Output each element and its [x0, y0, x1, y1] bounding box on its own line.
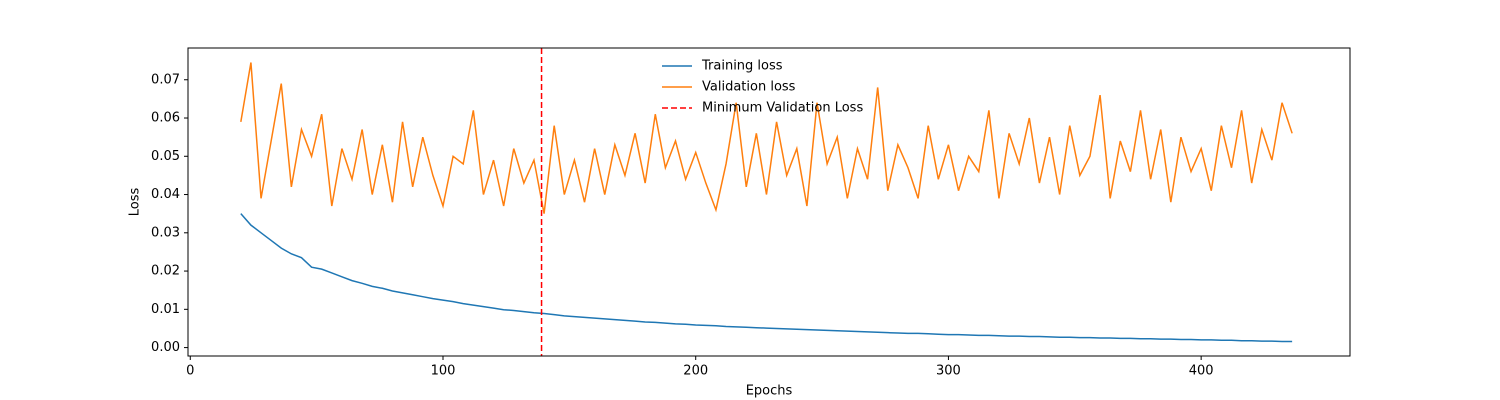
- x-tick-label: 0: [186, 364, 194, 379]
- axes-frame: [187, 47, 1351, 357]
- y-axis-label: Loss: [128, 188, 143, 217]
- y-tick-label: 0.04: [151, 187, 180, 202]
- x-tick-label: 100: [431, 364, 456, 379]
- line-series: [240, 213, 1293, 343]
- y-tick-label: 0.05: [151, 149, 180, 164]
- y-tick-label: 0.01: [151, 302, 180, 317]
- x-tick-label: 300: [936, 364, 961, 379]
- y-tick-label: 0.06: [151, 111, 180, 126]
- y-tick-label: 0.00: [151, 340, 180, 355]
- x-tick-label: 200: [683, 364, 708, 379]
- x-tick-label: 400: [1189, 364, 1214, 379]
- y-tick-label: 0.03: [151, 225, 180, 240]
- line-series: [240, 62, 1293, 214]
- x-axis-label: Epochs: [746, 384, 793, 399]
- y-tick-label: 0.07: [151, 72, 180, 87]
- y-tick-label: 0.02: [151, 264, 180, 279]
- legend-label: Minimum Validation Loss: [702, 101, 863, 116]
- legend-label: Training loss: [701, 59, 783, 74]
- legend-label: Validation loss: [702, 80, 796, 95]
